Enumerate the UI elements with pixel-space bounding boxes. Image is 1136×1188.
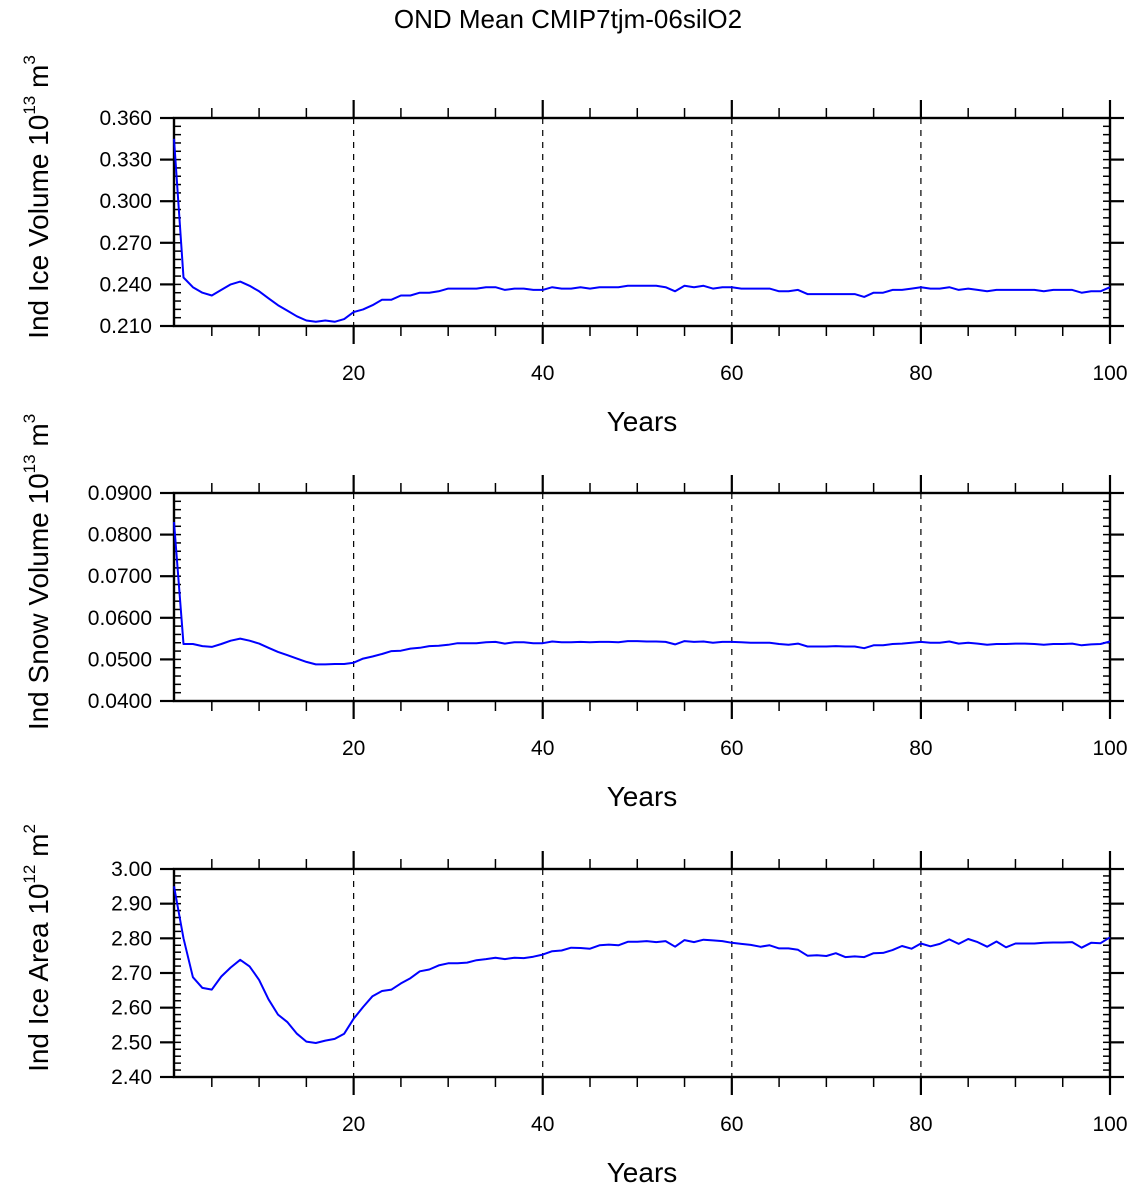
data-series-line (173, 886, 1111, 1044)
x-tick-label: 40 (531, 362, 554, 385)
y-axis-label-unit: m (23, 65, 54, 96)
y-tick-label: 2.90 (111, 893, 152, 916)
x-axis-label: Years (607, 781, 678, 812)
y-tick-label: 0.0700 (88, 565, 152, 588)
panel-1: 0.210 0.240 0.270 0.300 0.330 0.360 20 40 60 80 10… (20, 55, 1128, 437)
x-tick-label: 40 (531, 1113, 554, 1136)
y-tick-label: 2.80 (111, 927, 152, 950)
y-tick-label: 0.330 (99, 149, 152, 172)
y-axis-label-unit: m (23, 834, 54, 865)
y-tick-label: 0.360 (99, 107, 152, 130)
panel-3: 2.40 2.50 2.60 2.70 2.80 2.90 3.00 20 40 60 80 100 Y… (20, 824, 1128, 1188)
y-axis-label: Ind Ice Area 1012 m2 (20, 824, 54, 1072)
y-axis-label-exponent: 13 (20, 454, 39, 473)
y-axis-label: Ind Snow Volume 1013 m3 (20, 414, 54, 730)
x-tick-label: 20 (342, 362, 365, 385)
x-tick-label: 100 (1092, 362, 1127, 385)
x-tick-label: 60 (720, 1113, 743, 1136)
x-tick-label: 60 (720, 362, 743, 385)
x-tick-label: 80 (909, 362, 932, 385)
y-axis-label: Ind Ice Volume 1013 m3 (20, 55, 54, 339)
y-tick-label: 3.00 (111, 858, 152, 881)
plot-frame (172, 867, 1112, 1079)
y-axis-label-unit-exponent: 3 (20, 414, 39, 423)
data-series-line (173, 522, 1111, 666)
y-axis-label-exponent: 12 (20, 865, 39, 884)
y-tick-label: 2.60 (111, 997, 152, 1020)
x-tick-label: 20 (342, 737, 365, 760)
plot-frame (172, 491, 1112, 703)
y-axis-label-unit: m (23, 423, 54, 454)
data-series-line (173, 138, 1111, 323)
y-tick-label: 0.270 (99, 232, 152, 255)
x-tick-label: 40 (531, 737, 554, 760)
x-tick-label: 100 (1092, 1113, 1127, 1136)
y-tick-label: 0.210 (99, 315, 152, 338)
y-tick-label: 0.0800 (88, 524, 152, 547)
x-tick-label: 80 (909, 1113, 932, 1136)
y-tick-label: 2.50 (111, 1031, 152, 1054)
y-tick-label: 0.0400 (88, 690, 152, 713)
y-axis-label-unit-exponent: 3 (20, 55, 39, 64)
y-axis-label-text: Ind Ice Area 10 (23, 884, 54, 1072)
x-axis-label: Years (607, 406, 678, 437)
y-axis-label-text: Ind Snow Volume 10 (23, 473, 54, 730)
x-axis-label: Years (607, 1157, 678, 1188)
x-tick-label: 100 (1092, 737, 1127, 760)
y-tick-label: 0.0600 (88, 607, 152, 630)
y-tick-label: 2.70 (111, 962, 152, 985)
panel-2: 0.0400 0.0500 0.0600 0.0700 0.0800 0.0900 20 40… (20, 414, 1128, 812)
y-axis-label-exponent: 13 (20, 96, 39, 115)
y-tick-label: 0.300 (99, 190, 152, 213)
y-tick-label: 0.0500 (88, 648, 152, 671)
plot-frame (172, 116, 1112, 328)
y-tick-label: 0.0900 (88, 482, 152, 505)
y-axis-label-text: Ind Ice Volume 10 (23, 115, 54, 339)
y-tick-label: 2.40 (111, 1066, 152, 1089)
chart-title: OND Mean CMIP7tjm-06silO2 (393, 4, 743, 34)
y-tick-label: 0.240 (99, 273, 152, 296)
x-tick-label: 80 (909, 737, 932, 760)
y-axis-label-unit-exponent: 2 (20, 824, 39, 833)
x-tick-label: 20 (342, 1113, 365, 1136)
x-tick-label: 60 (720, 737, 743, 760)
